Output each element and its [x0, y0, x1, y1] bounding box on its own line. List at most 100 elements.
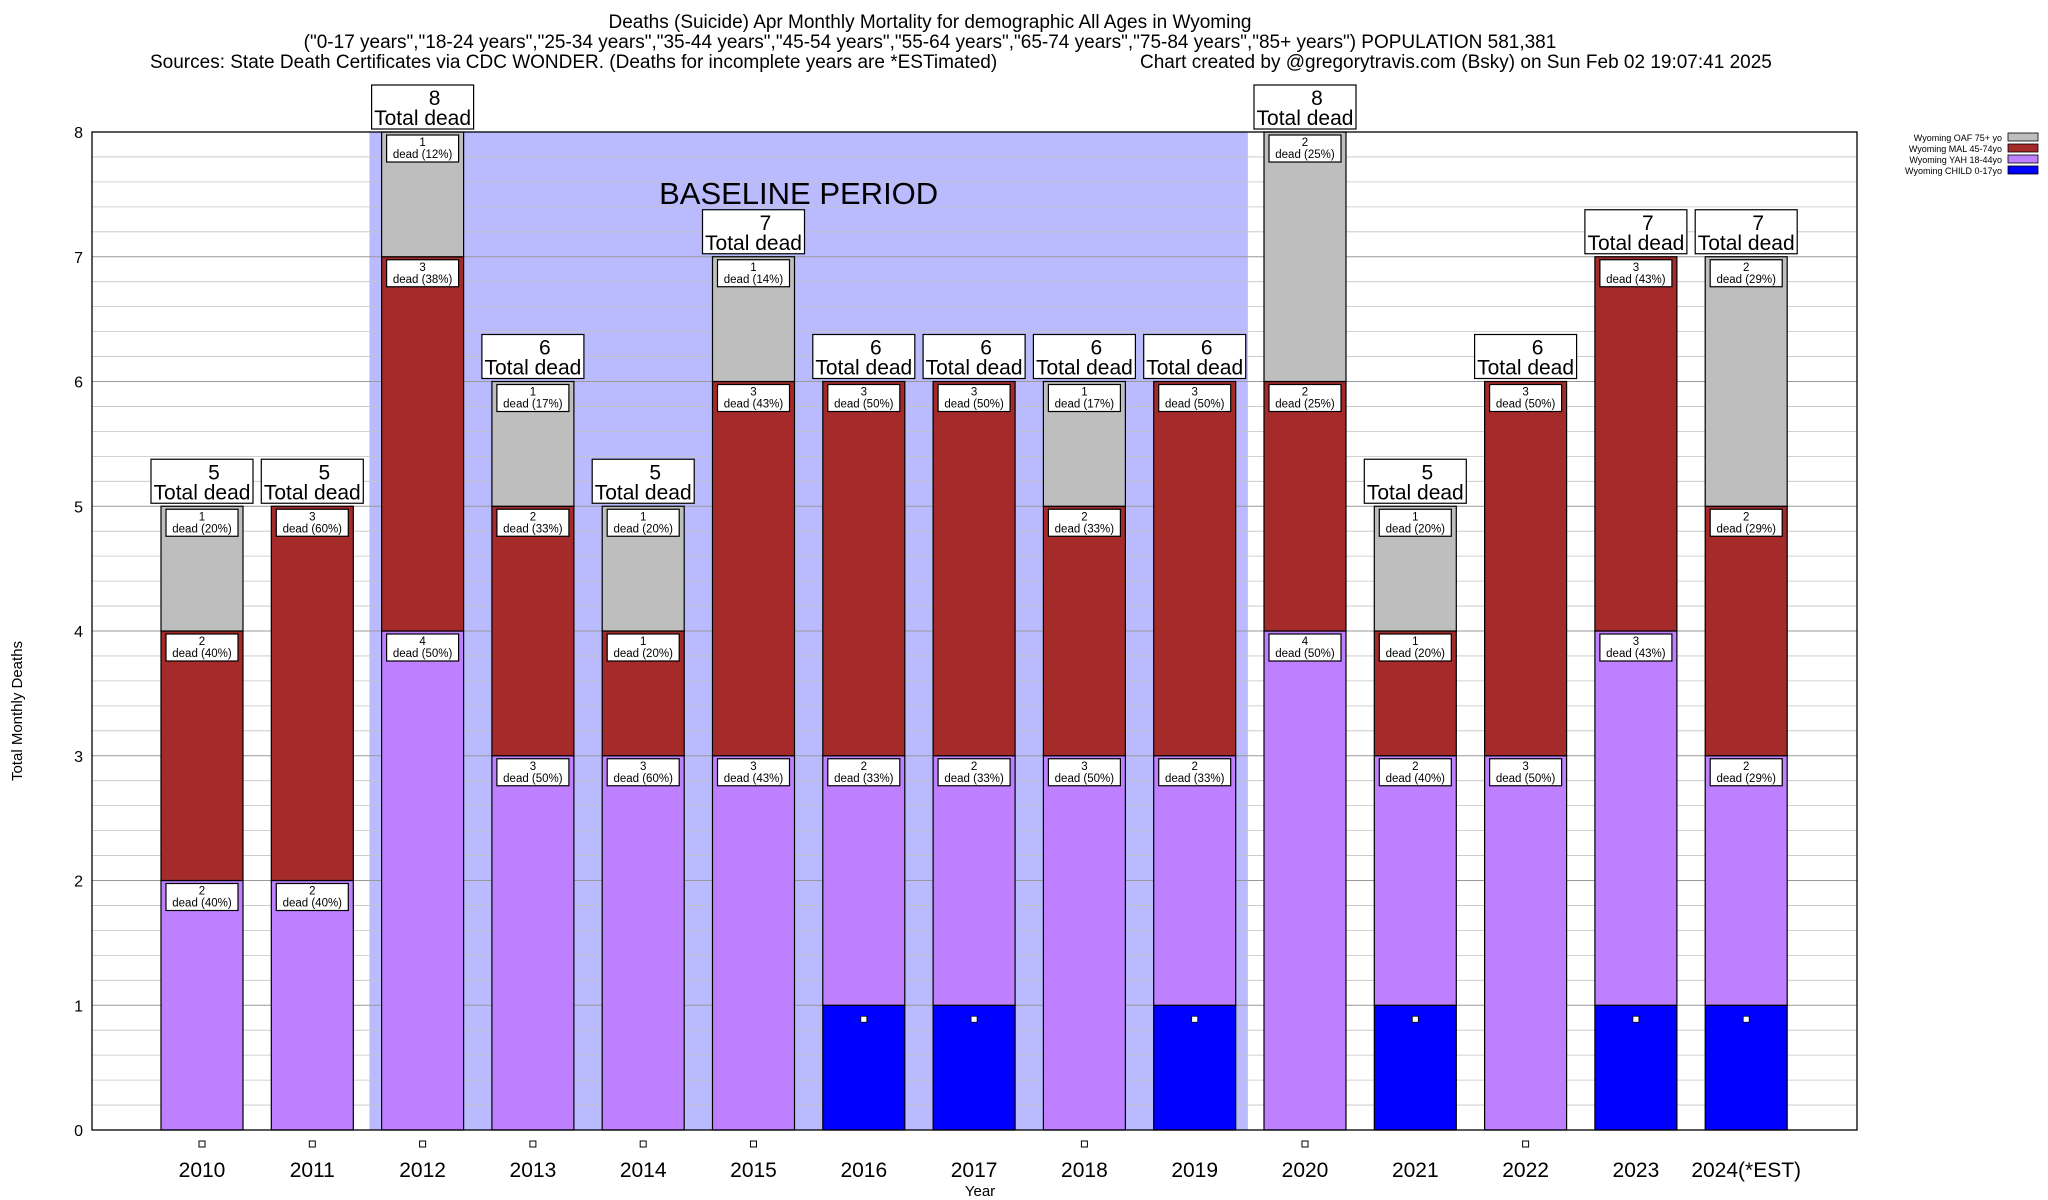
total-text-label: Total dead	[1477, 357, 1574, 380]
segment-count-label: 3	[1633, 262, 1639, 274]
segment-label-box	[1378, 508, 1452, 537]
segment-percent-label: dead (40%)	[172, 898, 232, 910]
bar-segment	[1153, 1004, 1237, 1131]
total-count-label: 6	[870, 337, 882, 360]
segment-percent-label: dead (20%)	[613, 523, 673, 535]
segment-percent-label: dead (25%)	[1275, 149, 1335, 161]
baseline-period-label: BASELINE PERIOD	[659, 176, 938, 211]
baseline-marker	[198, 1140, 206, 1148]
bar-segment	[491, 755, 575, 1131]
segment-count-label: 1	[640, 511, 646, 523]
x-tick-label: 2024(*EST)	[1691, 1159, 1801, 1182]
baseline-marker	[1080, 1140, 1088, 1148]
total-text-label: Total dead	[1146, 357, 1243, 380]
legend-label: Wyoming YAH 18-44yo	[1909, 155, 2002, 165]
x-tick-label: 2017	[951, 1159, 998, 1182]
segment-count-label: 2	[1743, 761, 1749, 773]
segment-count-label: 3	[1081, 761, 1087, 773]
total-label-box	[1363, 458, 1467, 504]
segment-percent-label: dead (33%)	[944, 773, 1004, 785]
total-label-box	[371, 84, 475, 130]
y-tick-label: 0	[74, 1123, 83, 1140]
segment-count-label: 2	[1302, 387, 1308, 399]
segment-label-box	[606, 758, 680, 787]
total-count-label: 6	[539, 337, 551, 360]
bar-segment	[1594, 630, 1678, 1006]
segment-label-box	[827, 383, 901, 413]
bar-segment	[1704, 505, 1788, 757]
segment-label-box	[386, 633, 460, 662]
total-count-label: 6	[1091, 337, 1103, 360]
segment-count-label: 3	[750, 387, 756, 399]
segment-count-label: 1	[530, 387, 536, 399]
bar-segment	[1153, 380, 1237, 757]
segment-percent-label: dead (17%)	[503, 399, 563, 411]
bar-segment	[1704, 256, 1788, 507]
segment-label-box	[606, 633, 680, 662]
bar-segment	[1373, 755, 1457, 1006]
bar-segment	[491, 505, 575, 757]
segment-percent-label: dead (38%)	[393, 274, 453, 286]
segment-percent-label: dead (50%)	[1496, 399, 1556, 411]
segment-label-box	[606, 508, 680, 537]
segment-count-label: 3	[530, 761, 536, 773]
total-text-label: Total dead	[374, 107, 471, 130]
segment-percent-label: dead (50%)	[1055, 773, 1115, 785]
segment-label-box	[1268, 633, 1342, 662]
total-label-box	[1032, 333, 1137, 380]
y-tick-label: 7	[74, 250, 83, 267]
segment-percent-label: dead (40%)	[172, 648, 232, 660]
child-segment-marker	[1411, 1015, 1419, 1023]
x-tick-label: 2013	[510, 1159, 557, 1182]
y-tick-label: 2	[74, 874, 83, 891]
segment-percent-label: dead (33%)	[1165, 773, 1225, 785]
segment-percent-label: dead (14%)	[724, 274, 784, 286]
bar-segment	[822, 1004, 906, 1131]
bar-segment	[1373, 1004, 1457, 1131]
segment-label-box	[275, 508, 349, 537]
total-text-label: Total dead	[484, 357, 581, 380]
segment-count-label: 1	[1412, 636, 1418, 648]
total-text-label: Total dead	[264, 481, 361, 504]
segment-percent-label: dead (20%)	[1386, 523, 1446, 535]
total-label-box	[260, 458, 364, 504]
segment-label-box	[827, 758, 901, 787]
segment-label-box	[1268, 383, 1342, 413]
total-text-label: Total dead	[926, 357, 1023, 380]
bar-segment	[1704, 1004, 1788, 1131]
segment-count-label: 1	[640, 636, 646, 648]
x-tick-label: 2010	[179, 1159, 226, 1182]
legend-swatch	[2007, 154, 2039, 164]
segment-label-box	[716, 758, 791, 787]
bar-segment	[601, 755, 685, 1131]
segment-label-box	[1488, 758, 1563, 787]
total-label-box	[150, 458, 254, 504]
bar-segment	[1263, 380, 1347, 632]
total-text-label: Total dead	[1036, 357, 1133, 380]
segment-percent-label: dead (20%)	[1386, 648, 1446, 660]
segment-count-label: 4	[1302, 636, 1309, 648]
segment-label-box	[716, 383, 791, 413]
segment-count-label: 1	[1412, 511, 1418, 523]
segment-count-label: 2	[1302, 137, 1308, 149]
x-tick-label: 2023	[1613, 1159, 1660, 1182]
segment-percent-label: dead (50%)	[1275, 648, 1335, 660]
bar-segment	[1704, 755, 1788, 1006]
segment-percent-label: dead (25%)	[1275, 399, 1335, 411]
segment-percent-label: dead (50%)	[1165, 399, 1225, 411]
segment-count-label: 1	[199, 511, 205, 523]
segment-label-box	[496, 758, 570, 787]
segment-count-label: 2	[1743, 511, 1749, 523]
total-label-box	[1253, 84, 1357, 130]
baseline-marker	[529, 1140, 537, 1148]
chart-subtitle: ("0-17 years","18-24 years","25-34 years…	[303, 32, 1557, 53]
total-label-box	[812, 333, 916, 380]
segment-percent-label: dead (60%)	[613, 773, 673, 785]
segment-label-box	[1599, 259, 1673, 288]
segment-label-box	[937, 383, 1011, 413]
segment-label-box	[1047, 383, 1122, 413]
segment-label-box	[165, 633, 239, 662]
chart-credit: Chart created by @gregorytravis.com (Bsk…	[1140, 52, 1772, 73]
x-tick-label: 2021	[1392, 1159, 1439, 1182]
segment-percent-label: dead (33%)	[834, 773, 894, 785]
